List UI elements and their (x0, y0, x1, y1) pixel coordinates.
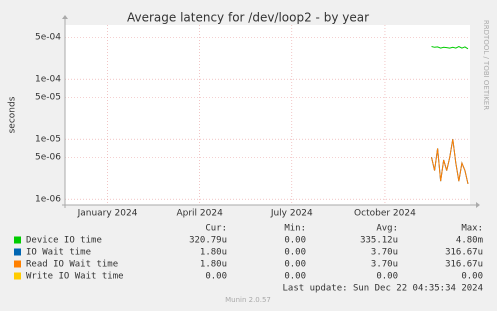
legend-stat: 3.70u (371, 248, 398, 258)
legend-stat: 0.00 (376, 272, 398, 282)
legend-label: Read IO Wait time (26, 260, 118, 270)
legend-swatch (14, 272, 21, 280)
lines (431, 45, 469, 184)
legend-stat: 320.79u (189, 236, 227, 246)
legend-stat: 1.80u (200, 260, 227, 270)
legend-swatch (14, 248, 21, 256)
legend-stat: 1.80u (200, 248, 227, 258)
series-line (431, 139, 469, 184)
y-tick-label: 1e-06 (35, 195, 61, 205)
legend-stat: 0.00 (284, 272, 306, 282)
x-tick-label: October 2024 (354, 209, 416, 219)
axes: 1e-06 5e-06 1e-05 5e-05 1e-04 5e-04 January 20… (35, 15, 480, 219)
legend-stat: 4.80m (456, 236, 483, 246)
footer: Munin 2.0.57 (225, 296, 271, 304)
last-update: Last update: Sun Dec 22 04:35:34 2024 (283, 284, 483, 294)
plot-area (65, 25, 470, 205)
series-line (431, 45, 469, 50)
legend-column-header: Min: (284, 224, 306, 234)
y-axis-label: seconds (8, 96, 18, 133)
legend-stat: 0.00 (284, 236, 306, 246)
x-tick-label: April 2024 (176, 209, 223, 219)
y-tick-label: 5e-05 (35, 93, 61, 103)
legend-column-header: Avg: (376, 224, 398, 234)
chart-title: Average latency for /dev/loop2 - by year (127, 11, 369, 25)
legend: Cur: Min: Avg: Max: Device IO time 320.79u 0.0… (14, 224, 483, 282)
legend-stat: 3.70u (371, 260, 398, 270)
y-tick-label: 1e-05 (35, 135, 61, 145)
grid (65, 25, 470, 205)
y-tick-label: 1e-04 (35, 75, 61, 85)
legend-stat: 316.67u (445, 260, 483, 270)
x-axis-arrow (476, 202, 480, 208)
y-tick-label: 5e-06 (35, 153, 61, 163)
legend-swatch (14, 260, 21, 268)
x-tick-label: January 2024 (77, 209, 138, 219)
x-tick-label: July 2024 (270, 209, 313, 219)
legend-stat: 316.67u (445, 248, 483, 258)
legend-stat: 0.00 (205, 272, 227, 282)
legend-column-header: Cur: (205, 224, 227, 234)
legend-label: Write IO Wait time (26, 272, 124, 282)
legend-stat: 0.00 (284, 260, 306, 270)
legend-column-header: Max: (461, 224, 483, 234)
legend-label: IO Wait time (26, 248, 91, 258)
legend-stat: 0.00 (284, 248, 306, 258)
legend-label: Device IO time (26, 236, 102, 246)
y-tick-label: 5e-04 (35, 33, 61, 43)
y-axis-arrow (62, 15, 68, 19)
legend-swatch (14, 236, 21, 244)
legend-stat: 335.12u (360, 236, 398, 246)
legend-stat: 0.00 (461, 272, 483, 282)
side-text: RRDTOOL / TOBI OETIKER (482, 20, 490, 110)
